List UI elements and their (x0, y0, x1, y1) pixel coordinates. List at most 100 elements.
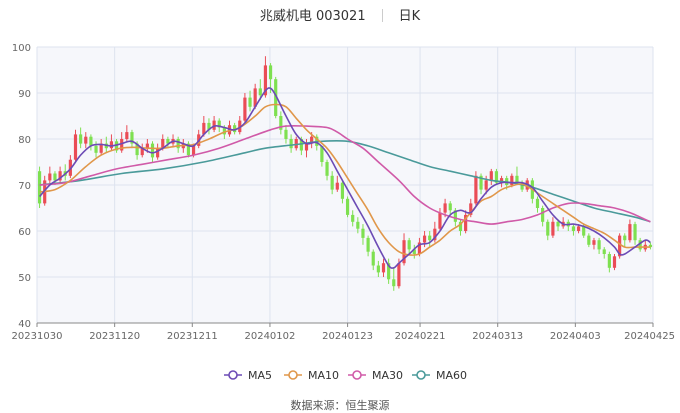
candle-body (458, 221, 463, 231)
legend-item-ma30[interactable]: MA30 (348, 369, 403, 382)
candle-body (541, 208, 545, 222)
x-tick-label: 20231211 (167, 331, 218, 342)
candle-body (89, 136, 93, 146)
candle (464, 210, 468, 234)
candle (623, 233, 627, 248)
candle (186, 141, 191, 158)
candle-body (515, 175, 519, 183)
candle (510, 173, 514, 188)
legend-marker-icon (288, 370, 298, 380)
candle-body (274, 79, 278, 116)
grid (36, 46, 654, 323)
candle (114, 139, 119, 153)
legend-item-ma60[interactable]: MA60 (412, 369, 467, 382)
candle-body (433, 228, 437, 241)
candle (571, 224, 576, 236)
candle-body (120, 139, 124, 151)
candle (84, 132, 88, 149)
candle-body (376, 265, 380, 273)
legend[interactable]: MA5 MA10 MA30 MA60 (224, 369, 467, 382)
candle (258, 79, 262, 100)
candle (238, 116, 242, 135)
candle-body (428, 235, 432, 241)
candle-body (607, 254, 611, 268)
candle-body (58, 171, 62, 181)
candle (428, 231, 432, 248)
candle (176, 136, 180, 153)
candle-body (422, 235, 427, 243)
candle (469, 198, 473, 218)
candle (340, 180, 345, 204)
data-source: 数据来源：恒生聚源 (0, 397, 680, 413)
ma-line-ma5 (38, 87, 651, 269)
candle-body (335, 182, 339, 190)
candle (202, 116, 206, 137)
legend-marker-icon (416, 370, 426, 380)
candle-body (356, 221, 360, 229)
candle-body (587, 235, 591, 245)
candle (458, 219, 463, 236)
x-axis: 20231030 20231120 20231211 20240102 20240123… (12, 322, 675, 342)
candle-body (166, 139, 170, 144)
legend-item-ma5[interactable]: MA5 (224, 369, 272, 382)
candle (392, 267, 396, 291)
candle (207, 118, 211, 135)
x-tick-label: 20240123 (322, 331, 373, 342)
chart-title: 兆威机电 003021 日K (0, 5, 680, 24)
candle-body (99, 143, 103, 153)
source-value: 恒生聚源 (345, 399, 390, 412)
candle-body (289, 139, 293, 149)
candle-body (469, 203, 473, 215)
candle-body (366, 237, 370, 252)
candle (356, 217, 360, 234)
legend-item-ma10[interactable]: MA10 (284, 369, 339, 382)
candle-body (202, 122, 206, 135)
candle (412, 244, 416, 259)
candle-body (186, 143, 191, 156)
candle (361, 224, 365, 245)
candle-body (145, 143, 149, 149)
y-tick-label: 100 (12, 43, 31, 54)
y-tick-label: 60 (18, 227, 31, 238)
candle (335, 175, 339, 192)
candle (638, 237, 642, 252)
x-tick-label: 20240102 (244, 331, 295, 342)
x-tick-label: 20240403 (550, 331, 601, 342)
candle (448, 201, 452, 215)
candle-body (453, 210, 457, 222)
candle-body (484, 180, 488, 190)
candle (330, 171, 334, 195)
candle-body (94, 145, 98, 153)
candle-body (191, 145, 196, 156)
candle (489, 168, 493, 185)
candle-body (320, 145, 324, 162)
stock-name: 兆威机电 003021 (259, 9, 366, 24)
candle-body (217, 120, 221, 128)
candle-body (207, 122, 211, 130)
candle (366, 235, 370, 257)
y-tick-label: 70 (18, 181, 31, 192)
candle-body (243, 97, 247, 121)
candle (648, 242, 653, 250)
candle-body (546, 221, 550, 236)
candle-body (84, 136, 88, 144)
candle-body (248, 97, 252, 107)
candle-body (161, 139, 165, 149)
candle (99, 139, 103, 156)
candle-body (381, 263, 386, 273)
candle (587, 233, 591, 248)
candle-body (135, 143, 139, 156)
candle (612, 254, 617, 271)
candle (320, 145, 324, 167)
ma-line-ma60 (39, 140, 651, 223)
candle-body (212, 120, 216, 130)
candle-body (448, 203, 452, 211)
candle-body (304, 143, 309, 151)
candle (371, 249, 375, 271)
candle-body (176, 139, 180, 149)
x-tick-label: 20231030 (12, 331, 63, 342)
candle (294, 136, 298, 151)
candle (628, 219, 632, 243)
candle (494, 168, 499, 185)
